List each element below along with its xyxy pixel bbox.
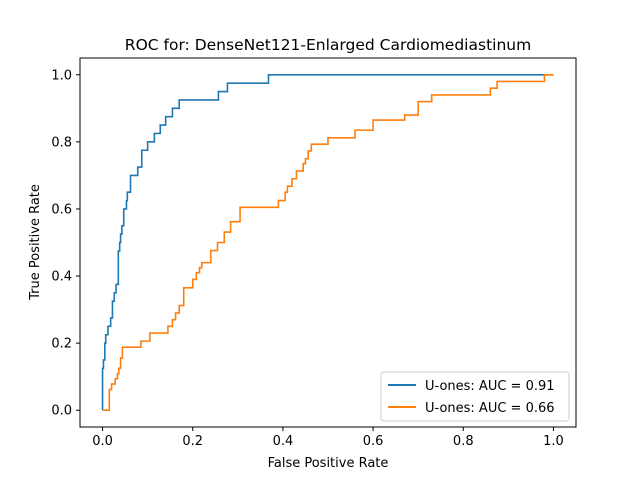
- y-tick-label: 0.8: [51, 135, 72, 150]
- roc-curve-series-2: [102, 73, 554, 412]
- x-tick-label: 0.2: [182, 434, 203, 449]
- legend-label-series-1: U-ones: AUC = 0.91: [425, 379, 555, 394]
- x-axis-ticks: 0.0 0.2 0.4 0.6 0.8 1.0: [92, 427, 564, 449]
- y-axis-label: True Positive Rate: [28, 184, 43, 301]
- y-tick-label: 0.0: [51, 404, 72, 419]
- legend-box: [380, 371, 570, 422]
- x-tick-label: 0.4: [273, 434, 294, 449]
- y-tick-label: 1.0: [51, 68, 72, 83]
- chart-title: ROC for: DenseNet121-Enlarged Cardiomedi…: [125, 36, 531, 54]
- axes-frame: [79, 57, 577, 428]
- x-tick-label: 0.6: [363, 434, 384, 449]
- legend-label-series-2: U-ones: AUC = 0.66: [425, 401, 555, 416]
- x-tick-label: 0.8: [453, 434, 474, 449]
- y-tick-label: 0.2: [51, 337, 72, 352]
- plot-area: [79, 57, 577, 428]
- roc-curve-series-1: [101, 73, 554, 411]
- y-tick-label: 0.6: [51, 202, 72, 217]
- y-axis-ticks: 0.0 0.2 0.4 0.6 0.8 1.0: [51, 68, 80, 419]
- legend: U-ones: AUC = 0.91 U-ones: AUC = 0.66: [380, 371, 570, 422]
- x-tick-label: 0.0: [92, 434, 113, 449]
- series-layer: [101, 73, 554, 412]
- x-tick-label: 1.0: [543, 434, 564, 449]
- x-axis-label: False Positive Rate: [268, 456, 389, 471]
- y-tick-label: 0.4: [51, 270, 72, 285]
